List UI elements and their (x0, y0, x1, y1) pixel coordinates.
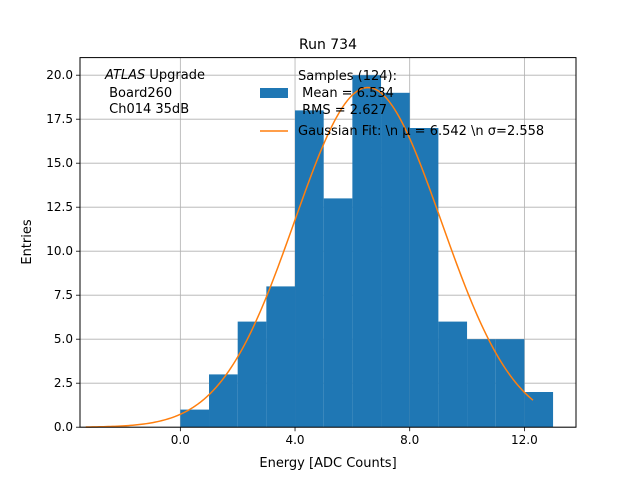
histogram-bar-8 (409, 128, 439, 428)
histogram-bar-11 (495, 339, 525, 428)
y-tick-label-1: 2.5 (54, 376, 73, 390)
x-tick-label-3: 12.0 (511, 433, 538, 447)
y-tick-label-5: 12.5 (46, 200, 73, 214)
legend-samples-line-2: Mean = 6.534 (298, 86, 394, 101)
histogram-bar-5 (323, 198, 353, 428)
histogram-bar-7 (381, 92, 410, 428)
histogram-bar-6 (352, 75, 382, 428)
histogram-bar-2 (237, 321, 267, 428)
histogram-bar-3 (266, 286, 296, 428)
annotation-upgrade: Upgrade (145, 68, 205, 83)
legend-samples-line-1: Samples (124): (298, 69, 397, 84)
y-tick-label-0: 0.0 (54, 420, 73, 434)
legend-samples-line-3: RMS = 2.627 (298, 103, 387, 118)
histogram-bar-4 (295, 110, 324, 428)
x-tick-label-1: 4.0 (285, 433, 304, 447)
y-tick-label-6: 15.0 (46, 156, 73, 170)
plot-frame (79, 57, 577, 428)
y-axis-ticks: 0.0 2.5 5.0 7.5 10.0 12.5 15.0 17.5 20.0 (46, 68, 80, 434)
y-tick-label-2: 5.0 (54, 332, 73, 346)
x-tick-label-2: 8.0 (400, 433, 419, 447)
x-tick-label-0: 0.0 (171, 433, 190, 447)
histogram-bar-10 (467, 339, 496, 428)
gaussian-fit (85, 86, 534, 428)
legend-fit-label: Gaussian Fit: \n μ = 6.542 \n σ=2.558 (298, 124, 544, 139)
histogram-bar-0 (180, 409, 210, 428)
atlas-annotation: ATLAS Upgrade Board260 Ch014 35dB (104, 68, 205, 117)
histogram-bar-9 (438, 321, 468, 428)
y-tick-label-4: 10.0 (46, 244, 73, 258)
x-axis-label: Energy [ADC Counts] (259, 456, 396, 471)
y-axis-label: Entries (20, 219, 35, 265)
y-tick-label-7: 17.5 (46, 112, 73, 126)
annotation-line-3: Ch014 35dB (105, 102, 189, 117)
y-tick-label-3: 7.5 (54, 288, 73, 302)
gaussian-fit-line (85, 86, 534, 428)
legend-patch-samples (260, 88, 288, 98)
chart-title: Run 734 (299, 37, 357, 53)
annotation-atlas: ATLAS (104, 68, 145, 83)
x-axis-ticks: 0.0 4.0 8.0 12.0 (171, 427, 538, 447)
annotation-line-2: Board260 (105, 86, 172, 101)
annotation-line-1: ATLAS Upgrade (104, 68, 205, 83)
legend: Samples (124): Mean = 6.534 RMS = 2.627 … (260, 69, 544, 139)
y-tick-label-8: 20.0 (46, 68, 73, 82)
histogram-bar-1 (209, 374, 238, 428)
histogram-bars (180, 75, 554, 428)
